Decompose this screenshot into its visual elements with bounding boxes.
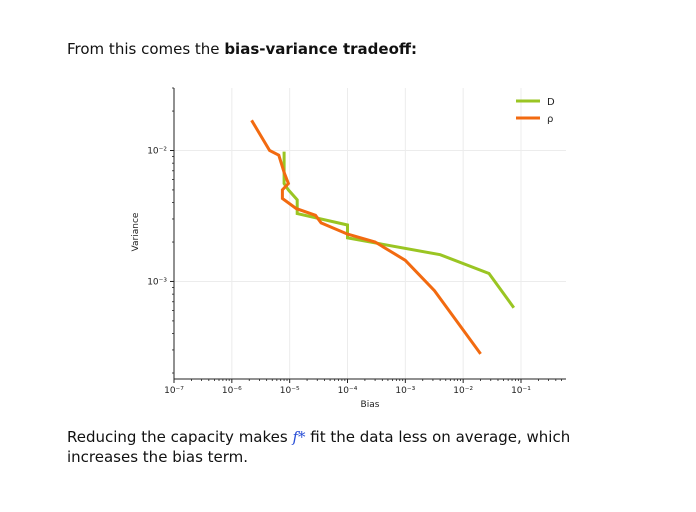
y-tick-label: 10⁻²: [147, 146, 167, 156]
x-axis-label: Bias: [361, 400, 380, 410]
x-tick-label: 10⁻¹: [511, 386, 531, 396]
slide-heading: From this comes the bias-variance tradeo…: [67, 40, 417, 58]
legend-label-2: ρ: [547, 114, 553, 125]
y-tick-label: 10⁻³: [147, 277, 167, 287]
footer-part2: fit the data less on average, which incr…: [67, 428, 571, 466]
x-tick-label: 10⁻⁵: [280, 386, 300, 396]
chart-series: [250, 119, 516, 355]
heading-bold: bias-variance tradeoff:: [224, 40, 418, 58]
x-tick-label: 10⁻³: [395, 386, 415, 396]
x-tick-label: 10⁻⁷: [164, 386, 184, 396]
heading-prefix: From this comes the: [67, 40, 225, 58]
chart-grid: [173, 88, 566, 379]
chart-legend: Dρ: [516, 97, 555, 125]
f-star-symbol: f*: [292, 428, 306, 446]
series-line-2: [250, 119, 482, 355]
y-axis-label: Variance: [131, 212, 141, 251]
slide-footer: Reducing the capacity makes f* fit the d…: [67, 427, 637, 467]
x-tick-label: 10⁻⁶: [222, 386, 242, 396]
x-tick-label: 10⁻²: [453, 386, 473, 396]
x-tick-label: 10⁻⁴: [338, 386, 358, 396]
footer-part1: Reducing the capacity makes: [67, 428, 293, 446]
series-line-1: [282, 151, 516, 309]
chart-ticks: 10⁻⁷ 10⁻⁶ 10⁻⁵ 10⁻⁴ 10⁻³ 10⁻² 10⁻¹ 10⁻³ 10⁻²: [147, 87, 562, 396]
legend-label-1: D: [547, 97, 555, 108]
